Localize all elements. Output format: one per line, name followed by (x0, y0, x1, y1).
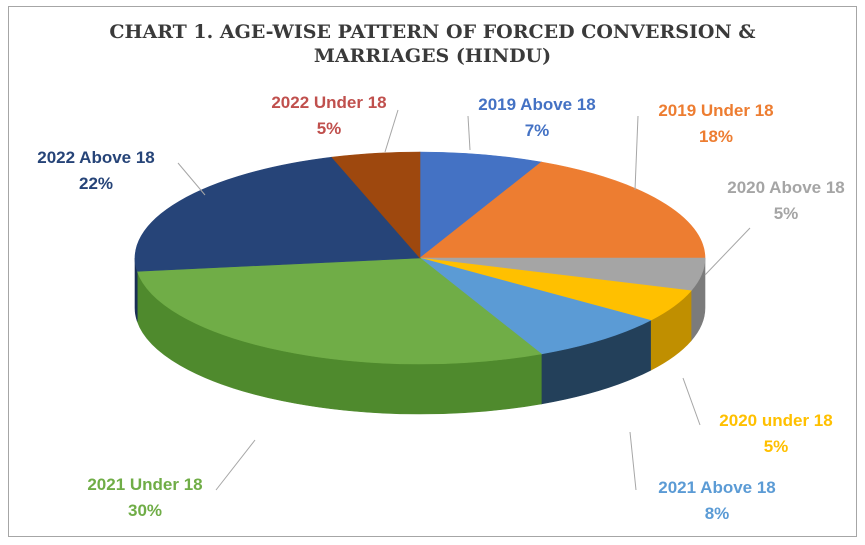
slice-value-2020-under-18: 5% (764, 437, 789, 456)
chart-title-line-1: CHART 1. AGE-WISE PATTERN OF FORCED CONV… (109, 21, 756, 43)
leader-line-2022-above-18 (177, 162, 206, 196)
slice-value-2021-above-18: 8% (705, 504, 730, 523)
slice-2022-under-18 (331, 151, 421, 259)
slice-value-2020-above-18: 5% (774, 204, 799, 223)
slice-value-2022-above-18: 22% (79, 174, 113, 193)
slice-value-2021-under-18: 30% (128, 501, 162, 520)
slice-label-2022-above-18: 2022 Above 18 (37, 148, 155, 167)
chart-title: CHART 1. AGE-WISE PATTERN OF FORCED CONV… (0, 20, 865, 68)
leader-line-2019-under-18 (634, 115, 639, 191)
slice-2019-under-18 (419, 161, 706, 259)
leader-line-2021-above-18 (629, 431, 637, 491)
leader-line-2020-under-18 (682, 377, 701, 426)
slice-label-2021-above-18: 2021 Above 18 (658, 478, 776, 497)
slice-label-2022-under-18: 2022 Under 18 (271, 93, 386, 112)
leader-lines (177, 109, 751, 491)
chart-title-line-2: MARRIAGES (HINDU) (313, 45, 552, 67)
slice-label-2021-under-18: 2021 Under 18 (87, 475, 202, 494)
slice-2021-under-18 (136, 257, 543, 365)
slice-label-2020-above-18: 2020 Above 18 (727, 178, 845, 197)
slice-label-2019-above-18: 2019 Above 18 (478, 95, 596, 114)
slice-label-2019-under-18: 2019 Under 18 (658, 101, 773, 120)
slice-value-2022-under-18: 5% (317, 119, 342, 138)
slice-label-2020-under-18: 2020 under 18 (719, 411, 832, 430)
slice-2021-above-18 (419, 257, 652, 355)
slice-value-2019-above-18: 7% (525, 121, 550, 140)
slice-2019-above-18 (419, 151, 543, 259)
pie-slices (134, 151, 706, 365)
leader-line-2022-under-18 (384, 109, 399, 153)
leader-line-2019-above-18 (467, 115, 471, 151)
slice-value-2019-under-18: 18% (699, 127, 733, 146)
slice-labels: 2019 Above 18 7% 2019 Under 18 18% 2020 Abov… (37, 93, 845, 523)
slice-2022-above-18 (134, 156, 421, 272)
leader-line-2020-above-18 (704, 227, 751, 276)
leader-line-2021-under-18 (215, 439, 256, 491)
